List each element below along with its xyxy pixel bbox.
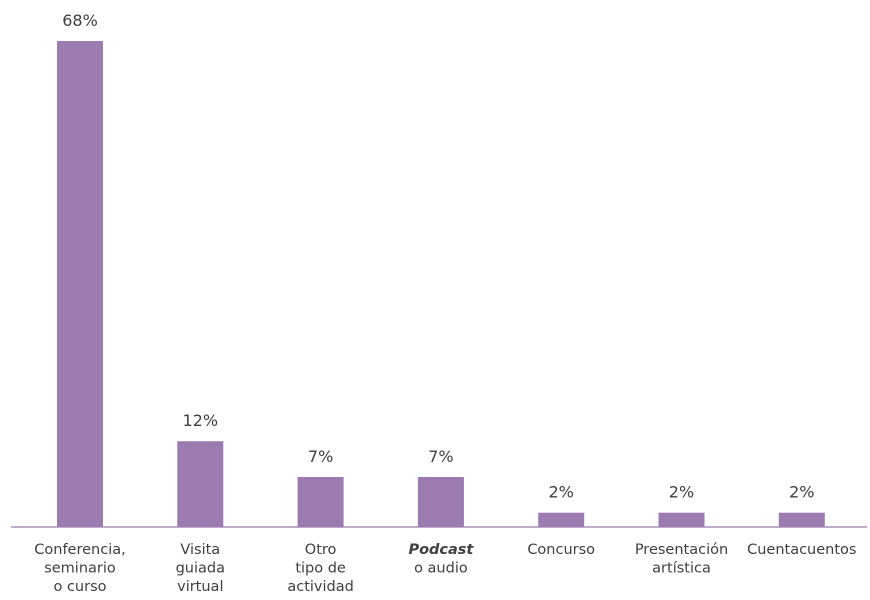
x-tick-label: Visita guiada virtual <box>176 542 225 595</box>
x-tick-label: Podcast o audio <box>408 542 474 577</box>
x-tick-label: Otro tipo de actividad <box>287 542 353 595</box>
bar <box>177 441 224 527</box>
x-tick-label-line: seminario <box>44 561 116 577</box>
x-tick-label-line: Concurso <box>527 542 595 558</box>
x-tick-label-line: tipo de <box>295 561 346 577</box>
x-tick-label-line: Visita <box>180 542 220 558</box>
bars-group <box>57 41 825 527</box>
data-label: 2% <box>669 483 694 502</box>
x-tick-label-line: Cuentacuentos <box>747 542 856 558</box>
x-tick-label: Conferencia, seminario o curso <box>34 542 125 595</box>
x-tick-label-line: actividad <box>287 579 353 595</box>
data-label: 7% <box>428 447 453 466</box>
x-tick-label: Cuentacuentos <box>747 542 856 558</box>
bar <box>297 477 344 527</box>
category-labels-group: Conferencia, seminario o curso Visita guiada… <box>34 542 856 595</box>
bar <box>57 41 103 527</box>
data-label: 7% <box>308 447 333 466</box>
value-labels-group: 68% 12% 7% 7% 2% 2% 2% <box>62 11 814 502</box>
x-tick-label-line: Presentación <box>635 542 728 558</box>
x-tick-label: Presentación artística <box>635 542 728 577</box>
x-tick-label-line: Otro <box>305 542 337 558</box>
x-tick-label-line: o audio <box>414 561 468 577</box>
data-label: 2% <box>549 483 574 502</box>
x-tick-label-line: Podcast <box>408 542 474 558</box>
bar <box>658 512 705 527</box>
x-tick-label-line: artística <box>652 561 711 577</box>
data-label: 2% <box>789 483 814 502</box>
x-tick-label-line: o curso <box>53 579 106 595</box>
x-tick-label-line: Conferencia, <box>34 542 125 558</box>
x-tick-label: Concurso <box>527 542 595 558</box>
x-tick-label-line: guiada <box>176 561 225 577</box>
bar <box>778 512 825 527</box>
data-label: 12% <box>183 411 219 430</box>
x-tick-label-line: virtual <box>177 579 223 595</box>
data-label: 68% <box>62 11 98 30</box>
bar <box>538 512 585 527</box>
bar <box>417 477 464 527</box>
